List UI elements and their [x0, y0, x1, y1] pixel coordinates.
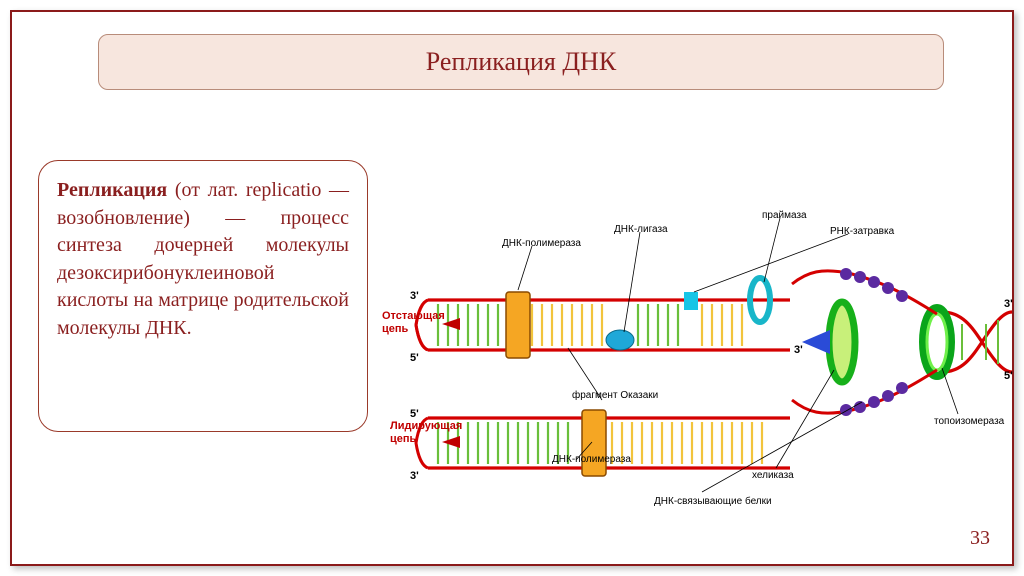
- end-5-bl: 5': [410, 408, 419, 420]
- label-ssb: ДНК-связывающие белки: [654, 496, 772, 507]
- definition-term: Репликация: [57, 179, 167, 201]
- polymerase-leading-icon: [582, 410, 606, 476]
- label-leading2: цепь: [390, 433, 416, 445]
- end-3-bl: 3': [410, 470, 419, 482]
- end-5-tr: 5': [1004, 370, 1013, 382]
- title-box: Репликация ДНК: [98, 34, 944, 90]
- end-3-tl: 3': [410, 290, 419, 302]
- definition-box: Репликация (от лат. replicatio — возобно…: [38, 160, 368, 432]
- end-3-mr: 3': [794, 344, 803, 356]
- label-lagging2: цепь: [382, 323, 408, 335]
- label-topoisomerase: топоизомераза: [934, 416, 1004, 427]
- replication-diagram: праймаза РНК-затравка ДНК-лигаза ДНК-пол…: [382, 192, 1022, 542]
- fork-triangle: [802, 330, 830, 354]
- rna-primer-icon: [684, 292, 698, 310]
- label-leading: Лидирующая: [390, 420, 462, 432]
- helicase-icon: [829, 302, 855, 382]
- page-title: Репликация ДНК: [426, 47, 616, 77]
- label-lagging: Отстающая: [382, 310, 445, 322]
- label-dna-polymerase-bot: ДНК-полимераза: [552, 454, 631, 465]
- diagram-svg: [382, 192, 1022, 542]
- label-dna-ligase: ДНК-лигаза: [614, 224, 668, 235]
- topoisomerase-icon: [923, 308, 951, 376]
- end-3-tr: 3': [1004, 298, 1013, 310]
- definition-body: (от лат. replicatio — возобновление) — п…: [57, 179, 349, 339]
- page-number: 33: [970, 527, 990, 550]
- label-primase: праймаза: [762, 210, 807, 221]
- polymerase-lagging-icon: [506, 292, 530, 358]
- end-5-tl: 5': [410, 352, 419, 364]
- label-rna-primer: РНК-затравка: [830, 226, 894, 237]
- slide-frame: Репликация ДНК Репликация (от лат. repli…: [10, 10, 1014, 566]
- label-dna-polymerase-top: ДНК-полимераза: [502, 238, 581, 249]
- leader-lines: [518, 218, 958, 492]
- ligase-icon: [606, 330, 634, 350]
- lagging-strand: [416, 300, 790, 350]
- label-helicase: хеликаза: [752, 470, 794, 481]
- label-okazaki: фрагмент Оказаки: [572, 390, 658, 401]
